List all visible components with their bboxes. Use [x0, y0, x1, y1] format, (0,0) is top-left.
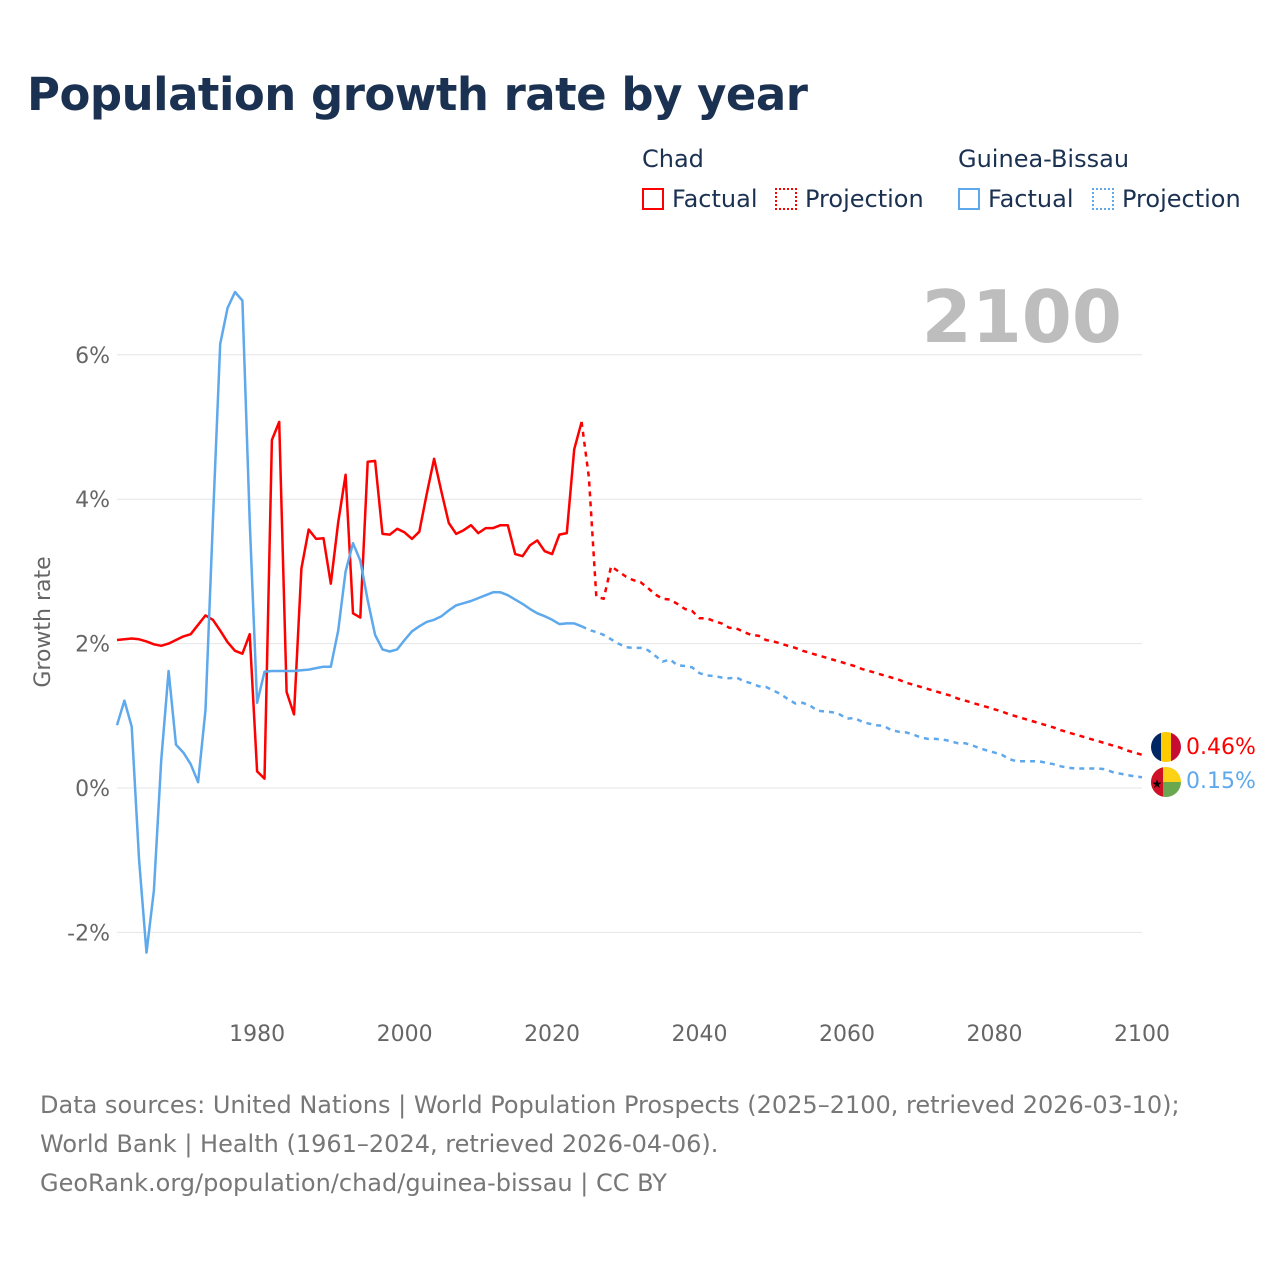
x-tick-label: 2040 — [672, 1022, 728, 1047]
solid-swatch-icon — [958, 188, 980, 210]
y-tick-label: 6% — [75, 344, 110, 369]
y-tick-label: 2% — [75, 633, 110, 658]
x-tick-label: 1980 — [229, 1022, 285, 1047]
guinea-bissau-flag-icon: ★ — [1151, 767, 1181, 797]
legend-guinea-bissau-projection[interactable]: Projection — [1092, 185, 1241, 213]
dotted-swatch-icon — [1092, 188, 1114, 210]
x-tick-label: 2060 — [819, 1022, 875, 1047]
legend-group-label: Guinea-Bissau — [958, 145, 1130, 173]
solid-swatch-icon — [642, 188, 664, 210]
legend-guinea-bissau-factual[interactable]: Factual — [958, 185, 1074, 213]
guinea-bissau-projection-line — [581, 625, 1143, 779]
x-tick-label: 2020 — [524, 1022, 580, 1047]
year-indicator: 2100 — [922, 275, 1122, 359]
legend-chad-projection[interactable]: Projection — [775, 185, 924, 213]
chad-factual-line — [116, 420, 583, 780]
legend-group-guinea-bissau: Guinea-Bissau Factual Projection — [958, 145, 1241, 213]
chad-end-value: 0.46% — [1186, 735, 1256, 760]
source-link[interactable]: GeoRank.org/population/chad/guinea-bissa… — [40, 1169, 667, 1197]
data-sources: Data sources: United Nations | World Pop… — [40, 1091, 1180, 1158]
x-tick-label: 2100 — [1114, 1022, 1170, 1047]
svg-text:★: ★ — [1152, 777, 1163, 791]
legend-chad-factual[interactable]: Factual — [642, 185, 758, 213]
legend-group-chad: Chad Factual Projection — [642, 145, 924, 213]
dotted-swatch-icon — [775, 188, 797, 210]
legend-label: Projection — [1122, 185, 1241, 213]
y-tick-label: -2% — [67, 921, 110, 946]
guinea-bissau-end-value: 0.15% — [1186, 769, 1256, 794]
page-title: Population growth rate by year — [27, 68, 808, 121]
y-tick-label: 0% — [75, 777, 110, 802]
y-tick-label: 4% — [75, 488, 110, 513]
legend-label: Projection — [805, 185, 924, 213]
x-tick-label: 2000 — [377, 1022, 433, 1047]
guinea-bissau-factual-line — [115, 290, 583, 954]
legend-label: Factual — [672, 185, 758, 213]
y-axis-label: Growth rate — [31, 556, 56, 687]
x-tick-label: 2080 — [967, 1022, 1023, 1047]
chad-flag-icon — [1151, 732, 1181, 762]
chad-projection-line — [580, 421, 1143, 756]
legend-label: Factual — [988, 185, 1074, 213]
legend-group-label: Chad — [642, 145, 704, 173]
